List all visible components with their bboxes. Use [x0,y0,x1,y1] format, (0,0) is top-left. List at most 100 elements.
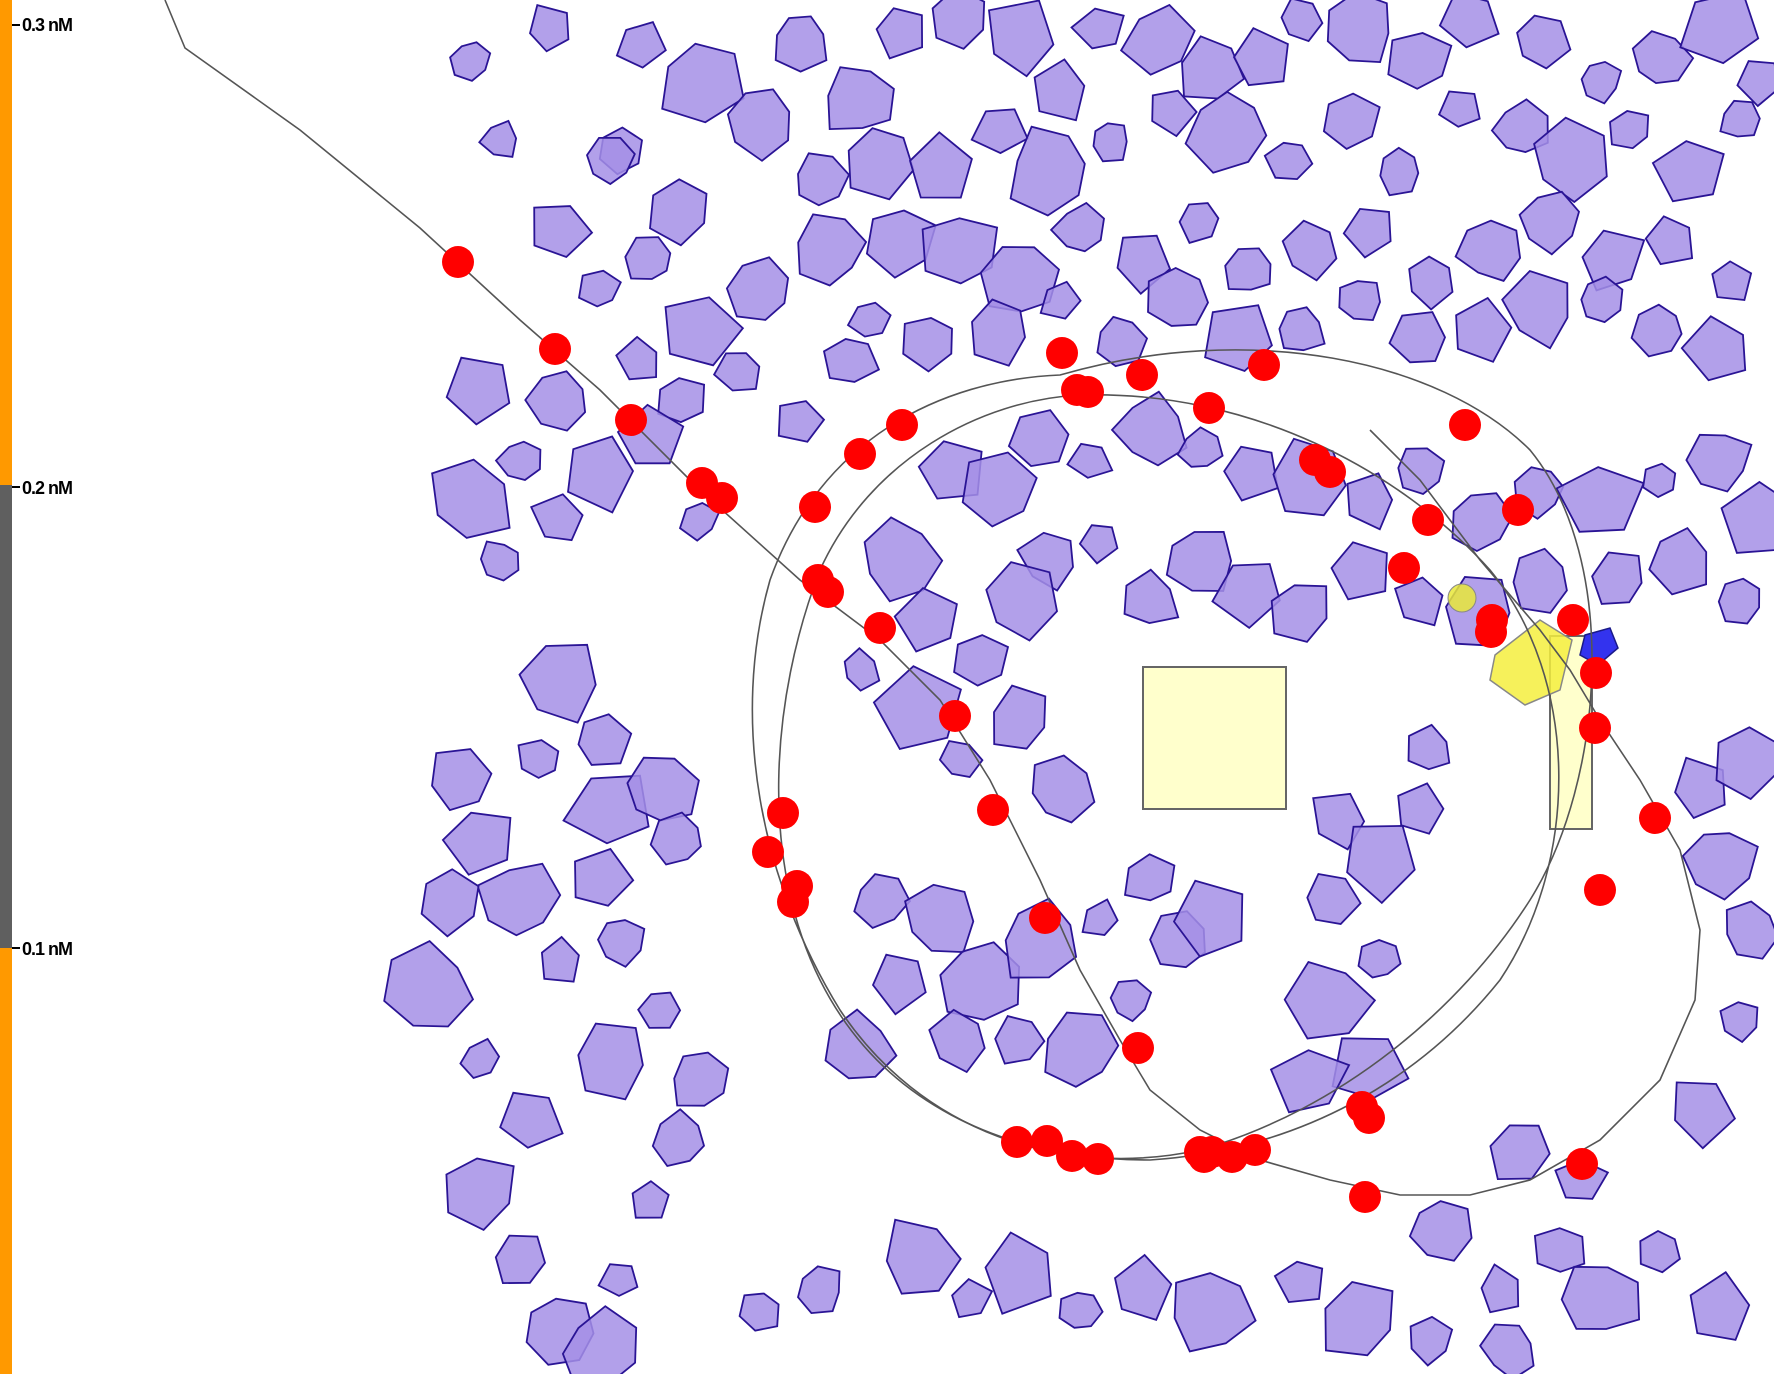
obstacle-polygon [1281,219,1338,282]
obstacle-polygon [1393,576,1444,627]
obstacle-polygon [1184,90,1268,174]
obstacle-polygon [1273,1260,1324,1304]
waypoint-marker[interactable] [1502,494,1534,526]
waypoint-marker[interactable] [1353,1102,1385,1134]
obstacle-polygon [1223,445,1279,502]
obstacle-polygon [1397,447,1446,496]
obstacle-polygon [624,236,672,280]
obstacle-polygon [893,587,958,653]
obstacle-polygon [1648,526,1708,596]
obstacle-polygon [1533,116,1608,204]
obstacle-polygon [1715,726,1774,801]
obstacle-polygon [577,1022,644,1101]
highlight-yellow-area[interactable] [1489,619,1573,706]
obstacle-polygon [970,108,1029,155]
obstacle-polygon [984,1231,1052,1315]
obstacle-polygon [1642,462,1677,499]
waypoint-marker[interactable] [1001,1126,1033,1158]
obstacle-polygon [596,919,646,968]
obstacle-polygon [1346,824,1416,905]
waypoint-marker[interactable] [1584,874,1616,906]
waypoint-marker[interactable] [1193,392,1225,424]
waypoint-marker[interactable] [864,612,896,644]
waypoint-marker[interactable] [539,333,571,365]
obstacle-polygon [863,516,944,603]
obstacle-polygon [1081,898,1119,936]
obstacle-polygon [1044,1011,1120,1088]
waypoint-marker[interactable] [1475,616,1507,648]
waypoint-marker[interactable] [1579,712,1611,744]
waypoint-marker[interactable] [1449,409,1481,441]
waypoint-marker[interactable] [1061,374,1093,406]
waypoint-marker[interactable] [1082,1143,1114,1175]
waypoint-marker[interactable] [1122,1032,1154,1064]
obstacle-polygon [847,127,915,201]
waypoint-marker[interactable] [1412,504,1444,536]
obstacle-polygon [1518,190,1580,256]
obstacle-polygon [1322,92,1381,150]
obstacle-polygon [637,991,682,1029]
obstacle-polygon [1263,141,1314,181]
obstacle-polygon [1066,442,1114,479]
waypoint-marker[interactable] [1056,1140,1088,1172]
obstacle-polygon [875,7,924,60]
obstacle-polygon [478,119,518,158]
obstacle-polygon [1501,269,1569,350]
waypoint-marker[interactable] [442,246,474,278]
waypoint-marker[interactable] [939,700,971,732]
waypoint-marker[interactable] [1557,604,1589,636]
waypoint-marker[interactable] [977,794,1009,826]
highlight-yellow-marker[interactable] [1447,583,1477,613]
obstacle-polygon [872,665,962,751]
waypoint-marker[interactable] [767,797,799,829]
obstacle-polygon [441,811,512,876]
obstacle-polygon [993,684,1047,750]
zone-rectangle-large[interactable] [1142,666,1287,810]
obstacle-polygon [459,1037,501,1080]
obstacle-polygon [1478,1323,1535,1374]
waypoint-marker[interactable] [752,836,784,868]
scale-bar: 0.3 nM 0.2 nM 0.1 nM [0,0,73,1374]
waypoint-marker[interactable] [1580,657,1612,689]
scale-segment-gray [0,485,12,948]
waypoint-marker[interactable] [1639,802,1671,834]
blue-marker[interactable] [1579,627,1619,666]
waypoint-marker[interactable] [1188,1141,1220,1173]
obstacle-polygon [971,298,1026,367]
waypoint-marker[interactable] [1314,456,1346,488]
waypoint-marker[interactable] [706,482,738,514]
obstacle-polygon [1109,979,1153,1023]
obstacle-polygon [1379,146,1420,197]
waypoint-marker[interactable] [1239,1134,1271,1166]
obstacle-polygon [725,256,790,321]
waypoint-marker[interactable] [1349,1181,1381,1213]
waypoint-marker[interactable] [1126,359,1158,391]
waypoint-marker[interactable] [777,886,809,918]
obstacle-polygon [1711,260,1753,301]
waypoint-marker[interactable] [1566,1148,1598,1180]
obstacle-polygon [494,1234,546,1285]
obstacle-polygon [1033,58,1086,122]
waypoint-marker[interactable] [799,491,831,523]
waypoint-marker[interactable] [1046,337,1078,369]
waypoint-marker[interactable] [1031,1125,1063,1157]
obstacle-polygon [524,370,587,432]
waypoint-marker[interactable] [1029,902,1061,934]
obstacle-polygon [822,338,881,383]
waypoint-marker[interactable] [886,409,918,441]
obstacle-polygon [1630,303,1683,358]
waypoint-marker[interactable] [812,576,844,608]
obstacle-polygon [1387,32,1453,90]
scale-segment-orange-top [0,0,12,485]
waypoint-marker[interactable] [615,404,647,436]
obstacle-polygon [1560,1265,1641,1330]
obstacle-polygon [529,493,584,542]
obstacle-polygon [738,1292,780,1332]
waypoint-marker[interactable] [844,438,876,470]
obstacle-polygon [533,205,594,259]
obstacle-polygon [649,178,708,247]
obstacle-polygon [1438,0,1500,49]
waypoint-marker[interactable] [1388,552,1420,584]
waypoint-marker[interactable] [1248,349,1280,381]
